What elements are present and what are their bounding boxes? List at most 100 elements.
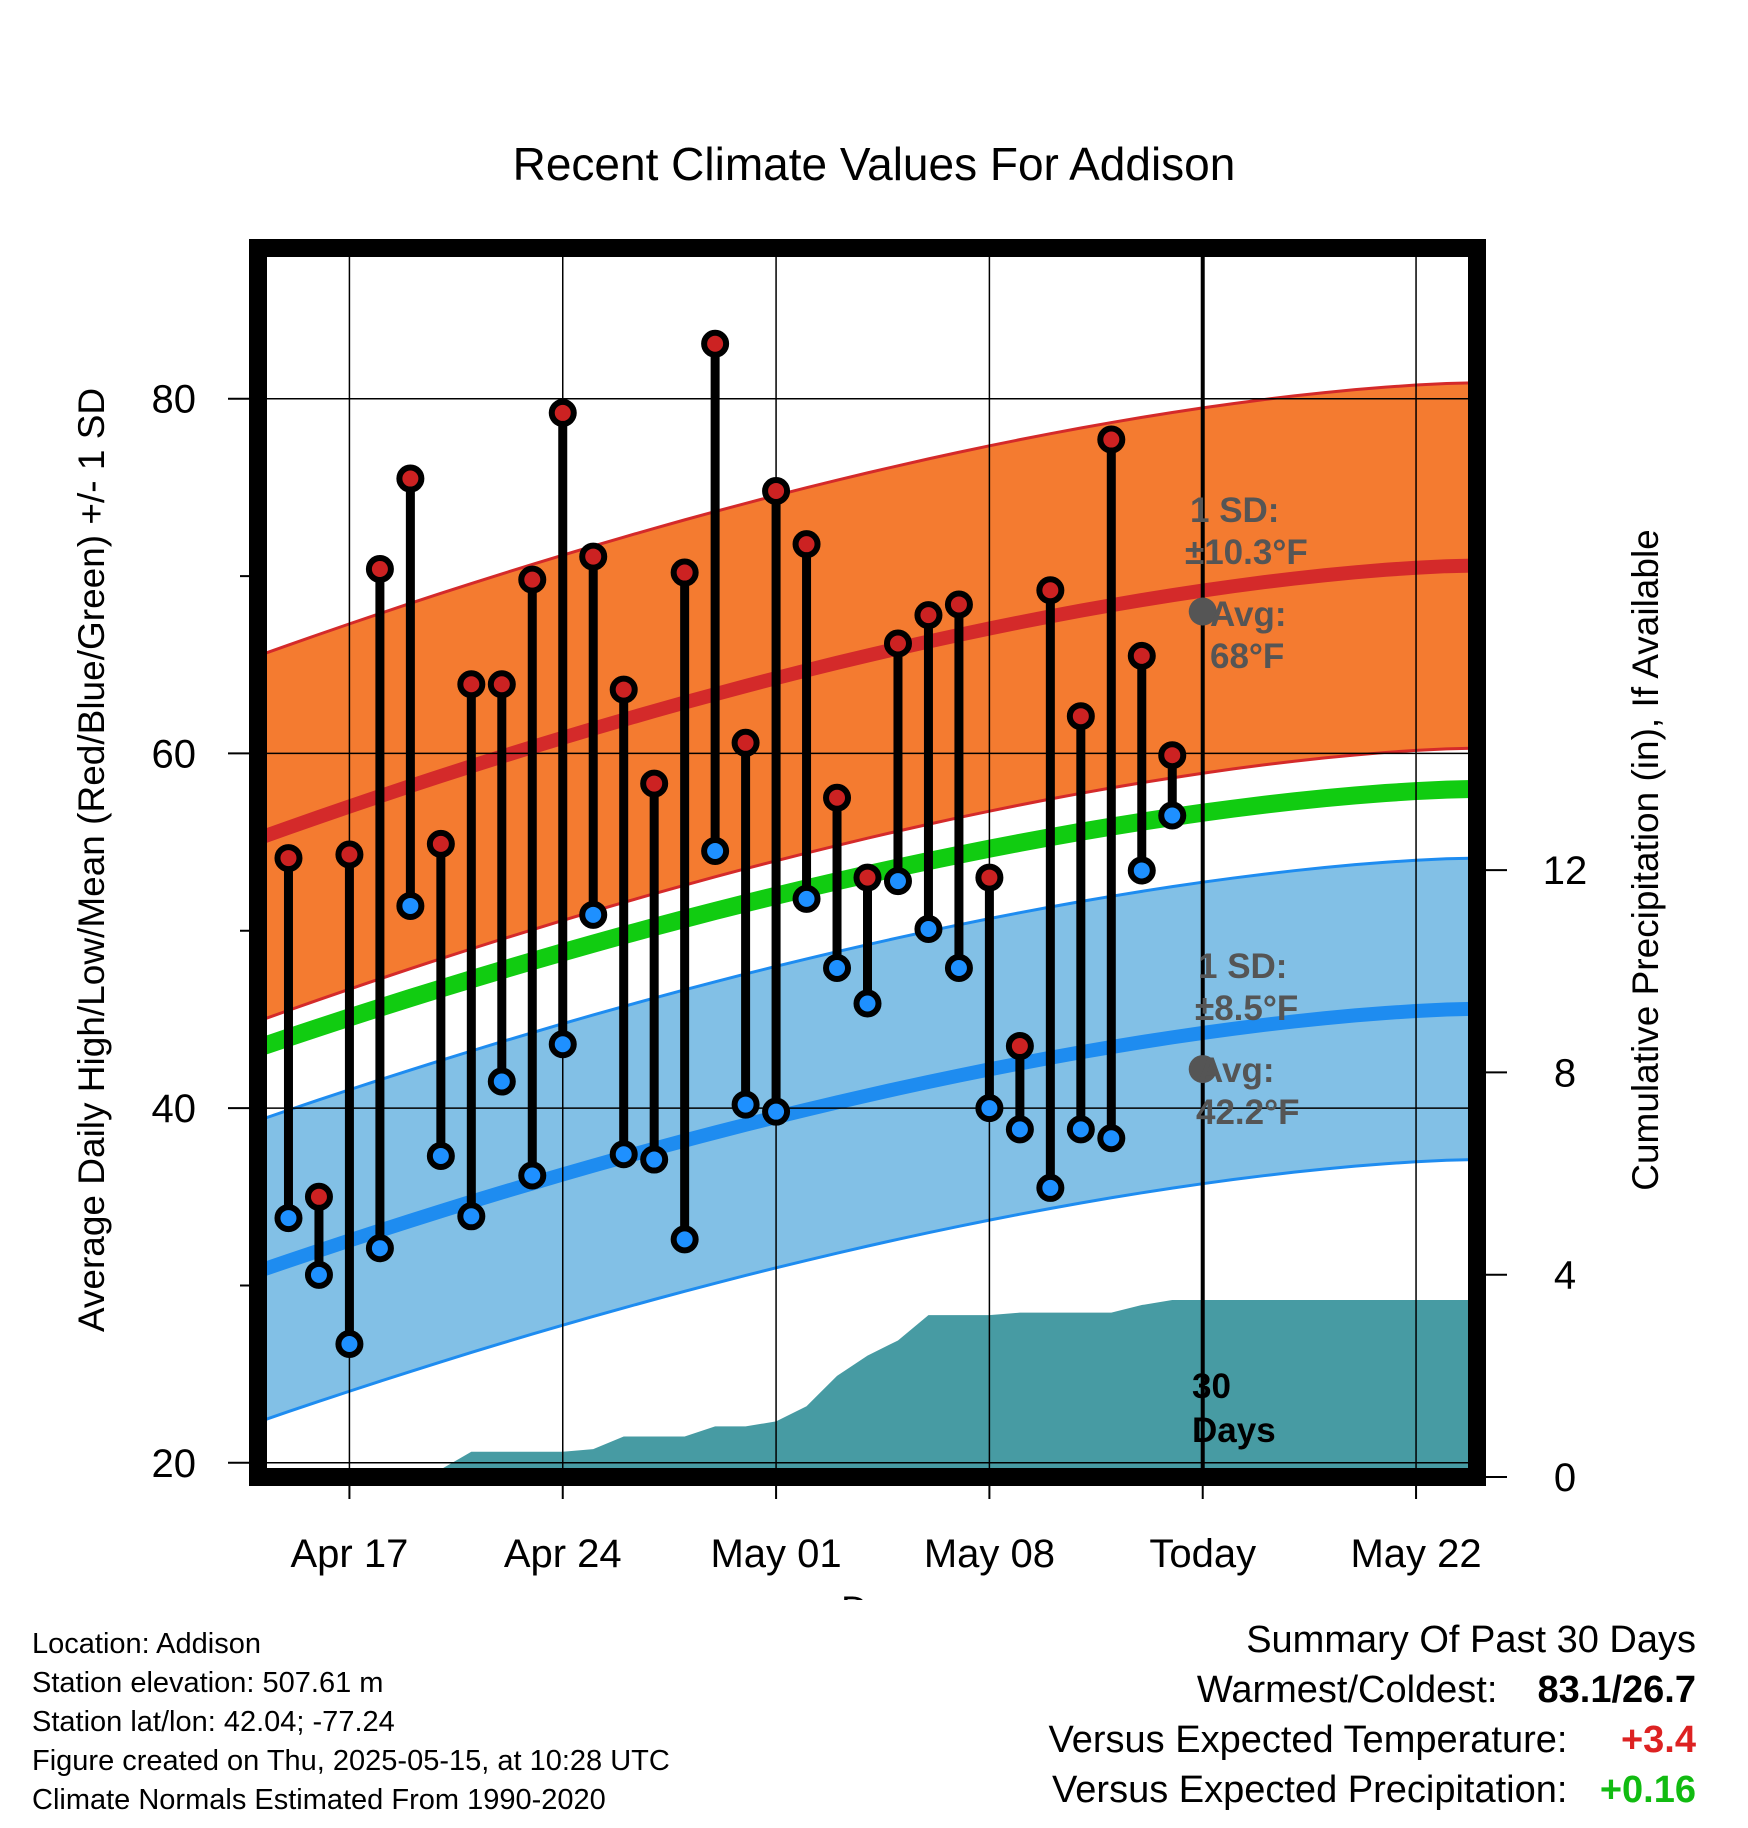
summary-title: Summary Of Past 30 Days: [1246, 1619, 1696, 1661]
daily-range: [1036, 576, 1065, 1202]
daily-high-point: [944, 590, 973, 619]
x-tick-label: May 01: [710, 1532, 841, 1576]
y2-tick-label: 12: [1543, 849, 1588, 893]
daily-range: [457, 670, 486, 1231]
y-tick-label: 40: [152, 1087, 197, 1131]
daily-low-point: [823, 954, 852, 983]
daily-range: [304, 1182, 333, 1289]
high-avg-label: Avg:: [1210, 595, 1286, 634]
daily-range: [365, 554, 394, 1263]
footer-location: Location: Addison: [32, 1628, 261, 1660]
daily-high-point: [1158, 741, 1187, 770]
daily-low-point: [396, 891, 425, 920]
daily-high-point: [823, 783, 852, 812]
daily-range: [487, 670, 516, 1096]
daily-range: [731, 728, 760, 1119]
summary-precip: Versus Expected Precipitation: +0.16: [1049, 1765, 1696, 1815]
summary-temp: Versus Expected Temperature: +3.4: [1049, 1715, 1696, 1765]
daily-high-point: [335, 840, 364, 869]
daily-low-point: [853, 989, 882, 1018]
daily-range: [396, 464, 425, 920]
daily-low-point: [944, 954, 973, 983]
high-sd-value: ±10.3°F: [1185, 533, 1308, 572]
daily-high-point: [883, 629, 912, 658]
daily-high-point: [701, 329, 730, 358]
high-sd-label: 1 SD:: [1190, 491, 1279, 530]
daily-high-point: [457, 670, 486, 699]
daily-high-point: [304, 1182, 333, 1211]
daily-low-point: [1036, 1173, 1065, 1202]
daily-range: [518, 565, 547, 1190]
summary-panel: Summary Of Past 30 Days Warmest/Coldest:…: [1049, 1615, 1696, 1815]
daily-low-point: [1066, 1115, 1095, 1144]
daily-high-point: [975, 863, 1004, 892]
daily-range: [1066, 702, 1095, 1144]
daily-low-point: [731, 1090, 760, 1119]
daily-low-point: [914, 915, 943, 944]
footer-latlon: Station lat/lon: 42.04; -77.24: [32, 1706, 395, 1738]
daily-low-point: [609, 1140, 638, 1169]
daily-range: [335, 840, 364, 1358]
daily-range: [640, 769, 669, 1174]
daily-high-point: [640, 769, 669, 798]
daily-range: [914, 601, 943, 944]
daily-range: [1097, 425, 1126, 1153]
y-tick-label: 60: [152, 732, 197, 776]
daily-low-point: [670, 1225, 699, 1254]
daily-range: [701, 329, 730, 865]
daily-range: [670, 558, 699, 1254]
temp-anomaly-value: +3.4: [1620, 1719, 1696, 1761]
daily-range: [823, 783, 852, 983]
plot-frame: [249, 239, 1486, 1486]
x-tick-label: May 08: [924, 1532, 1055, 1576]
daily-low-point: [365, 1234, 394, 1263]
daily-high-point: [1127, 641, 1156, 670]
daily-high-point: [548, 398, 577, 427]
precip-area: [258, 1299, 1477, 1477]
period-label-number: 30: [1192, 1367, 1231, 1406]
y-axis-label: Average Daily High/Low/Mean (Red/Blue/Gr…: [71, 388, 112, 1332]
footer-created: Figure created on Thu, 2025-05-15, at 10…: [32, 1745, 670, 1777]
daily-low-point: [762, 1097, 791, 1126]
daily-high-point: [518, 565, 547, 594]
warm-cold-label: Warmest/Coldest:: [1196, 1669, 1498, 1711]
y2-tick-label: 4: [1554, 1254, 1576, 1298]
daily-low-point: [457, 1202, 486, 1231]
high-normal-line: [258, 558, 1477, 846]
daily-high-point: [670, 558, 699, 587]
daily-high-point: [579, 542, 608, 571]
daily-low-point: [883, 867, 912, 896]
daily-range: [579, 542, 608, 929]
daily-high-point: [396, 464, 425, 493]
daily-low-point: [1127, 856, 1156, 885]
daily-range: [944, 590, 973, 983]
low-band-lower-edge: [258, 1158, 1477, 1424]
daily-high-point: [731, 728, 760, 757]
footer-elevation: Station elevation: 507.61 m: [32, 1667, 384, 1699]
warm-cold-value: 83.1/26.7: [1537, 1669, 1696, 1711]
low-avg-value: 42.2°F: [1196, 1093, 1300, 1132]
daily-high-point: [426, 829, 455, 858]
x-tick-label: Apr 24: [504, 1532, 622, 1576]
daily-low-point: [975, 1094, 1004, 1123]
y2-tick-label: 0: [1554, 1456, 1576, 1500]
high-band-lower-edge: [258, 746, 1477, 1023]
footer-normals: Climate Normals Estimated From 1990-2020: [32, 1784, 606, 1816]
daily-high-point: [1066, 702, 1095, 731]
temp-label: Versus Expected Temperature:: [1048, 1719, 1568, 1761]
daily-high-point: [274, 844, 303, 873]
daily-high-point: [609, 675, 638, 704]
daily-range: [975, 863, 1004, 1123]
x-tick-label: Apr 17: [290, 1532, 408, 1576]
high-avg-value: 68°F: [1210, 637, 1284, 676]
daily-low-point: [274, 1204, 303, 1233]
precip-anomaly-value: +0.16: [1599, 1769, 1696, 1811]
daily-range: [1127, 641, 1156, 885]
daily-range: [1005, 1032, 1034, 1144]
daily-range: [792, 530, 821, 913]
daily-range: [853, 863, 882, 1018]
chart-title: Recent Climate Values For Addison: [513, 138, 1236, 190]
daily-low-point: [304, 1260, 333, 1289]
daily-low-point: [640, 1145, 669, 1174]
daily-high-point: [365, 554, 394, 583]
